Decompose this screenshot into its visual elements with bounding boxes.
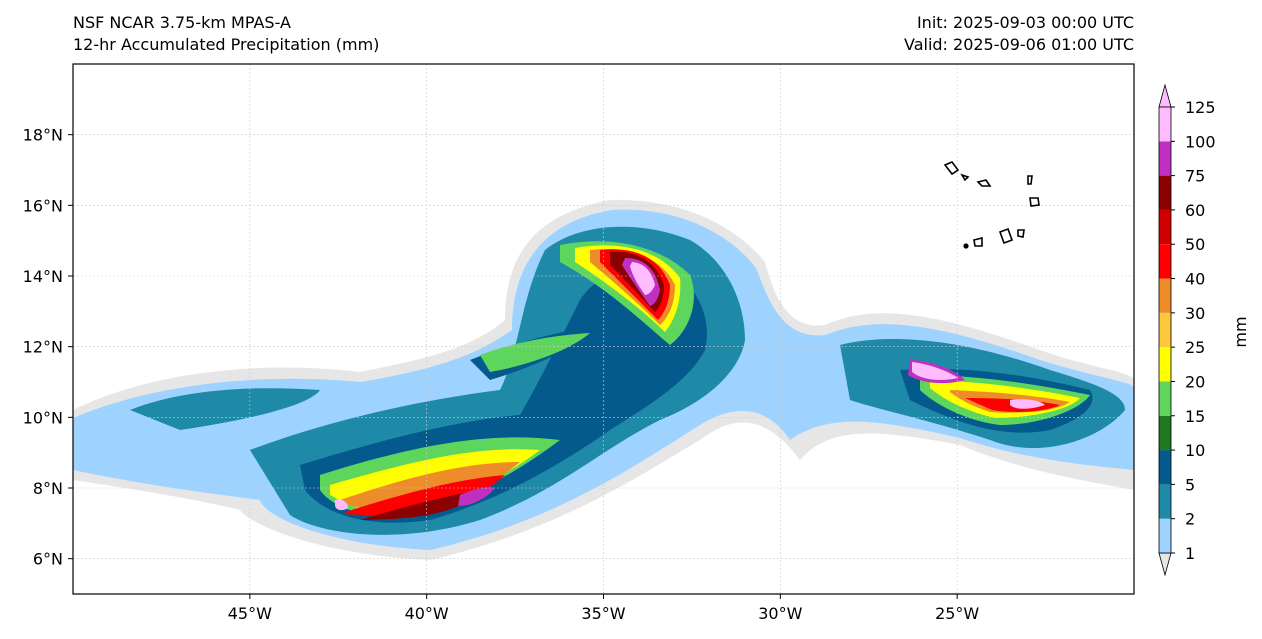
lat-tick-label: 18°N <box>23 126 63 145</box>
field-title: 12-hr Accumulated Precipitation (mm) <box>73 35 380 54</box>
colorbar-level-label: 75 <box>1185 167 1205 186</box>
lon-tick-label: 25°W <box>935 604 979 623</box>
colorbar-level-label: 25 <box>1185 338 1205 357</box>
island-santiago <box>998 227 1014 245</box>
gridlines <box>73 64 1134 594</box>
lat-tick-label: 8°N <box>33 479 63 498</box>
colorbar-level-label: 2 <box>1185 510 1195 529</box>
island-sao-vicente <box>960 173 970 182</box>
colorbar-swatch <box>1159 244 1171 279</box>
colorbar-swatch <box>1159 312 1171 348</box>
colorbar-swatch <box>1159 347 1171 382</box>
precip-region-20mm <box>320 241 1090 516</box>
colorbar-level-label: 5 <box>1185 475 1195 494</box>
lat-tick-label: 12°N <box>23 338 63 357</box>
lat-tick-label: 16°N <box>23 196 63 215</box>
lon-tick-label: 45°W <box>228 604 272 623</box>
colorbar-swatch <box>1159 209 1171 245</box>
colorbar-level-label: 15 <box>1185 407 1205 426</box>
colorbar-level-label: 1 <box>1185 544 1195 563</box>
lon-tick-label: 30°W <box>758 604 802 623</box>
island-maio <box>1017 229 1025 238</box>
model-title: NSF NCAR 3.75-km MPAS-A <box>73 13 291 32</box>
colorbar-level-label: 60 <box>1185 201 1205 220</box>
longitude-axis: 45°W 40°W 35°W 30°W 25°W <box>228 594 979 623</box>
island-fogo <box>973 236 983 247</box>
colorbar-unit-label: mm <box>1231 316 1250 347</box>
colorbar-level-label: 40 <box>1185 270 1205 289</box>
latitude-axis: 6°N 8°N 10°N 12°N 14°N 16°N 18°N <box>23 126 73 569</box>
lat-tick-label: 10°N <box>23 408 63 427</box>
colorbar-extend-min <box>1158 552 1172 577</box>
colorbar-swatch <box>1159 278 1171 313</box>
valid-time: Valid: 2025-09-06 01:00 UTC <box>903 35 1134 54</box>
colorbar-level-label: 20 <box>1185 372 1205 391</box>
precip-region-40mm <box>340 248 1070 511</box>
island-boa-vista <box>1029 197 1040 207</box>
precip-field <box>73 199 1134 560</box>
init-time: Init: 2025-09-03 00:00 UTC <box>916 13 1134 32</box>
island-brava <box>963 243 969 249</box>
colorbar-swatch <box>1159 381 1171 416</box>
colorbar-swatch <box>1159 107 1171 142</box>
lon-tick-label: 40°W <box>405 604 449 623</box>
island-sao-nicolau <box>976 179 992 187</box>
colorbar-level-label: 100 <box>1185 132 1216 151</box>
colorbar-frame <box>1158 106 1172 554</box>
lat-tick-label: 6°N <box>33 550 63 569</box>
colorbar-level-label: 125 <box>1185 98 1216 117</box>
colorbar-swatch <box>1159 141 1171 176</box>
colorbar-swatch <box>1159 415 1171 451</box>
colorbar-extend-max <box>1158 83 1172 108</box>
colorbar-level-label: 50 <box>1185 235 1205 254</box>
cape-verde-coastline <box>943 161 1040 249</box>
colorbar-swatch <box>1159 175 1171 210</box>
lat-tick-label: 14°N <box>23 267 63 286</box>
colorbar-level-label: 10 <box>1185 441 1205 460</box>
island-sal <box>1027 175 1033 185</box>
colorbar-swatch <box>1159 518 1171 553</box>
lon-tick-label: 35°W <box>581 604 625 623</box>
island-santo-antao <box>943 161 960 176</box>
colorbar-level-label: 30 <box>1185 304 1205 323</box>
colorbar-swatch <box>1159 484 1171 519</box>
colorbar-swatch <box>1159 450 1171 485</box>
